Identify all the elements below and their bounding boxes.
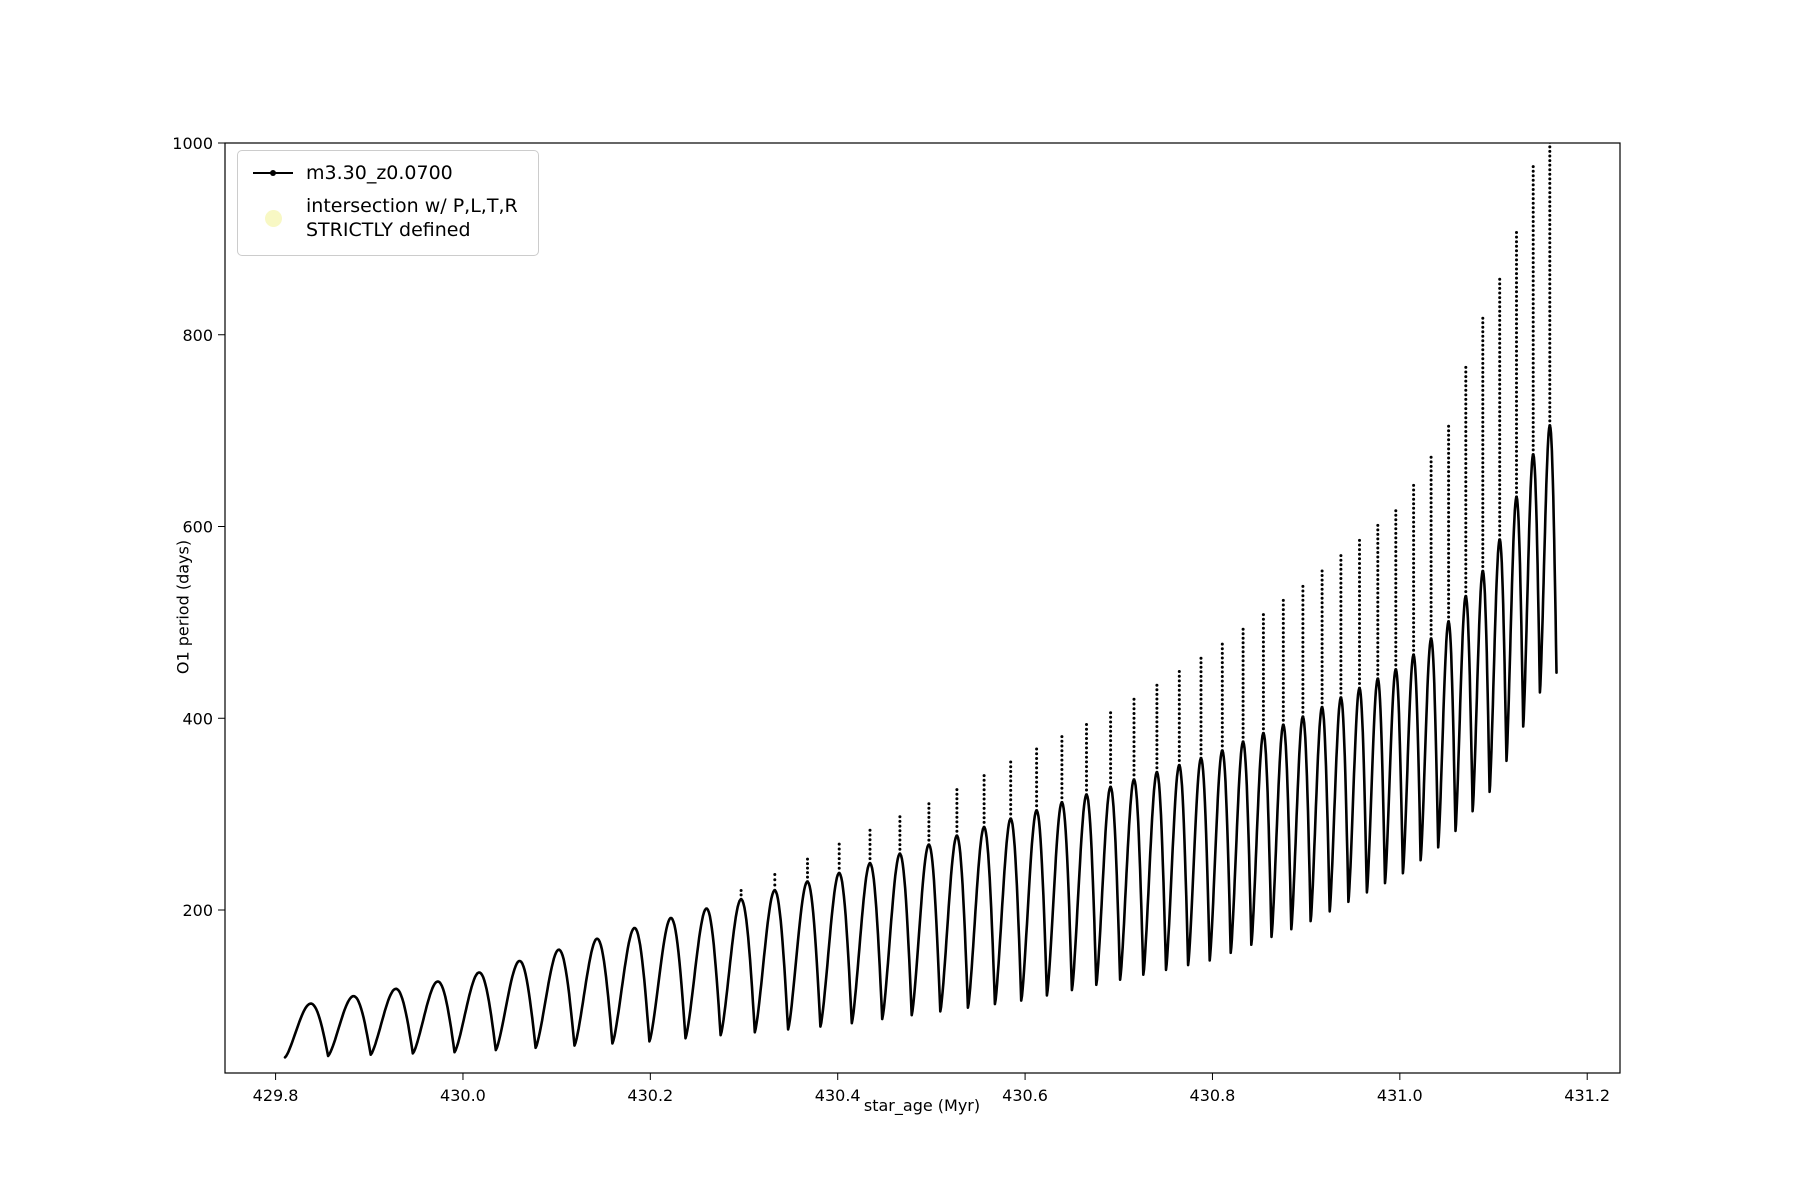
- legend-label-series: m3.30_z0.0700: [306, 162, 453, 184]
- series-spike-dots: [739, 143, 1552, 901]
- y-axis-label: O1 period (days): [173, 539, 193, 675]
- legend: m3.30_z0.0700 intersection w/ P,L,T,R ST…: [237, 150, 539, 257]
- legend-label-intersection: intersection w/ P,L,T,R STRICTLY defined: [306, 194, 518, 243]
- legend-entry-intersection: intersection w/ P,L,T,R STRICTLY defined: [250, 194, 520, 243]
- x-tick-label: 431.2: [1564, 1086, 1610, 1105]
- x-tick-label: 430.6: [1002, 1086, 1048, 1105]
- legend-entry-series: m3.30_z0.0700: [250, 161, 520, 186]
- y-tick-label: 1000: [172, 134, 213, 153]
- legend-label-intersection-line2: STRICTLY defined: [306, 219, 471, 242]
- x-tick-label: 429.8: [253, 1086, 299, 1105]
- y-tick-label: 800: [182, 326, 213, 345]
- series-line: [283, 424, 1558, 1059]
- x-tick-label: 430.0: [440, 1086, 486, 1105]
- y-tick-label: 600: [182, 518, 213, 537]
- x-tick-label: 430.4: [815, 1086, 861, 1105]
- x-tick-label: 430.2: [627, 1086, 673, 1105]
- plot-frame: [224, 142, 1621, 1074]
- y-tick-label: 400: [182, 709, 213, 728]
- x-tick-label: 431.0: [1377, 1086, 1423, 1105]
- y-tick-label: 200: [182, 901, 213, 920]
- x-axis-label: star_age (Myr): [863, 1096, 981, 1115]
- series-group: [283, 424, 1558, 1059]
- legend-dot-marker: [250, 209, 296, 227]
- legend-label-intersection-line1: intersection w/ P,L,T,R: [306, 194, 518, 217]
- x-tick-label: 430.8: [1190, 1086, 1236, 1105]
- yellow-dot-icon: [264, 209, 282, 227]
- legend-line-dot-marker: [250, 166, 296, 180]
